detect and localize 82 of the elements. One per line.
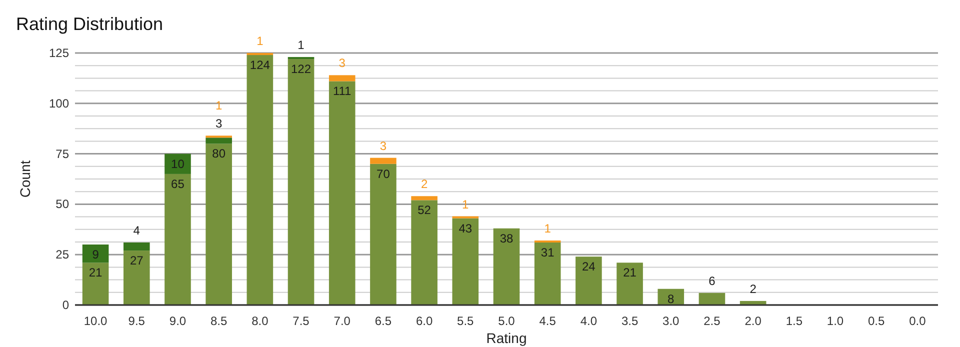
bar	[164, 154, 191, 174]
data-label: 21	[88, 266, 103, 280]
x-tick-label: 4.0	[580, 314, 598, 328]
data-label: 1	[462, 197, 470, 212]
bar	[576, 256, 602, 305]
data-label: 21	[623, 266, 637, 280]
y-axis-title: Count	[17, 160, 33, 198]
bar	[534, 242, 561, 305]
y-tick-label: 125	[48, 46, 70, 60]
bar	[206, 138, 232, 144]
x-tick-label: 2.5	[704, 314, 721, 328]
data-label: 3	[215, 116, 222, 131]
y-tick-label: 0	[62, 298, 70, 312]
data-label: 111	[332, 84, 352, 98]
data-label: 9	[92, 248, 100, 262]
bar	[493, 228, 520, 305]
data-label: 1	[256, 34, 264, 48]
bar	[370, 164, 396, 305]
x-tick-label: 6.5	[374, 314, 392, 328]
data-label: 38	[500, 231, 514, 246]
x-tick-label: 6.0	[416, 314, 433, 328]
data-label: 27	[130, 254, 144, 268]
x-tick-label: 7.5	[292, 314, 310, 328]
x-axis-title: Rating	[486, 330, 527, 346]
data-label: 31	[540, 246, 555, 260]
x-tick-label: 1.5	[786, 314, 803, 328]
data-label: 124	[250, 58, 270, 72]
bar	[123, 250, 150, 305]
bar	[82, 262, 109, 305]
y-tick-label: 25	[56, 248, 70, 262]
bar	[698, 292, 726, 305]
x-tick-label: 9.0	[169, 314, 186, 328]
data-label: 3	[380, 138, 387, 153]
data-label: 122	[291, 62, 312, 76]
x-tick-label: 8.5	[210, 314, 228, 328]
y-tick-label: 50	[56, 197, 70, 212]
x-tick-label: 9.5	[128, 314, 146, 328]
data-label: 1	[215, 98, 222, 113]
x-tick-label: 8.0	[252, 314, 269, 328]
data-label: 3	[338, 56, 346, 70]
y-tick-label: 100	[48, 96, 70, 110]
bar	[82, 244, 109, 263]
x-tick-label: 5.5	[457, 314, 474, 328]
data-label: 1	[544, 221, 552, 236]
bar	[534, 240, 561, 243]
data-label: 2	[420, 177, 428, 192]
bar	[411, 200, 438, 305]
x-tick-label: 5.0	[498, 314, 516, 328]
x-tick-label: 7.0	[334, 314, 351, 328]
data-label: 52	[418, 203, 432, 218]
bar	[164, 174, 191, 305]
x-tick-label: 10.0	[84, 314, 108, 328]
data-label: 1	[298, 38, 305, 52]
x-tick-label: 3.0	[662, 314, 680, 328]
bar	[328, 81, 356, 305]
x-tick-label: 4.5	[539, 314, 556, 328]
bar	[411, 196, 438, 200]
data-label: 65	[171, 176, 185, 191]
bar	[328, 75, 356, 82]
data-label: 4	[133, 224, 140, 238]
bar	[452, 218, 479, 305]
y-tick-label: 75	[56, 146, 70, 161]
data-label: 70	[376, 166, 390, 181]
bar	[246, 55, 274, 305]
x-tick-label: 0.0	[909, 314, 926, 328]
data-label: 6	[708, 274, 716, 288]
data-label: 10	[171, 156, 185, 171]
x-tick-label: 3.5	[621, 314, 638, 328]
data-label: 8	[668, 292, 675, 306]
bar	[288, 59, 314, 305]
chart-title: Rating Distribution	[16, 14, 164, 34]
data-label: 24	[582, 260, 596, 274]
x-tick-label: 2.0	[744, 314, 762, 328]
data-label: 43	[458, 221, 472, 236]
x-tick-label: 1.0	[826, 314, 844, 328]
bar	[616, 262, 643, 305]
bar	[123, 242, 150, 251]
x-tick-label: 0.5	[868, 314, 886, 328]
data-label: 2	[750, 282, 757, 296]
data-label: 80	[212, 146, 226, 161]
bar	[370, 158, 396, 164]
bar	[206, 144, 232, 305]
